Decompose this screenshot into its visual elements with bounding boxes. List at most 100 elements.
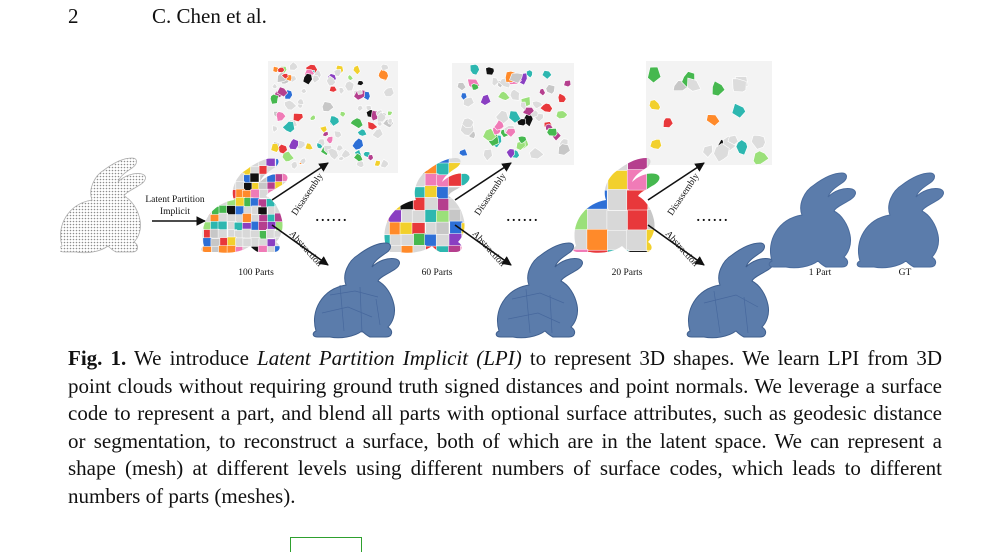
part-fragment bbox=[530, 109, 539, 118]
part-fragment bbox=[555, 110, 569, 120]
part-fragment bbox=[325, 75, 337, 87]
branch-down-label: Abstraction bbox=[663, 229, 700, 269]
segment-cell bbox=[383, 172, 390, 187]
segment-cell bbox=[436, 186, 451, 201]
abstraction-mesh-20 bbox=[686, 242, 774, 339]
part-fragment bbox=[352, 64, 361, 76]
part-fragment bbox=[325, 135, 334, 144]
segment-cell bbox=[260, 253, 269, 262]
segment-cell bbox=[606, 210, 629, 232]
part-fragment bbox=[731, 102, 746, 119]
part-fragment bbox=[497, 90, 511, 101]
part-fragment bbox=[367, 121, 379, 131]
segment-cell bbox=[258, 221, 268, 231]
segment-cell bbox=[412, 173, 427, 187]
segment-cell bbox=[210, 165, 221, 175]
part-fragment bbox=[300, 87, 307, 94]
segment-cell bbox=[436, 174, 450, 189]
segment-cell bbox=[411, 210, 426, 224]
part-fragment bbox=[378, 68, 389, 81]
segment-cell bbox=[234, 172, 245, 183]
segment-cell bbox=[383, 221, 390, 236]
part-fragment bbox=[509, 88, 521, 101]
segment-cell bbox=[217, 229, 228, 239]
part-fragment bbox=[316, 142, 323, 150]
segment-cell bbox=[251, 158, 262, 159]
segment-cell bbox=[218, 212, 229, 223]
part-fragment bbox=[371, 128, 384, 140]
segment-cell bbox=[242, 237, 253, 248]
segment-cell bbox=[250, 253, 259, 262]
part-fragment bbox=[380, 63, 390, 71]
part-fragment bbox=[735, 139, 748, 156]
segment-cell bbox=[282, 214, 288, 224]
segment-cell bbox=[196, 254, 205, 263]
disassembly-panel-100 bbox=[268, 61, 398, 173]
segment-cell bbox=[201, 214, 205, 224]
part-fragment bbox=[376, 111, 387, 123]
ellipsis: ...... bbox=[315, 205, 348, 225]
part-fragment bbox=[508, 110, 522, 124]
segment-cell bbox=[211, 158, 221, 160]
segment-cell bbox=[202, 237, 213, 248]
segment-cell bbox=[211, 182, 221, 193]
segment-cell bbox=[473, 258, 486, 271]
part-fragment bbox=[356, 80, 365, 86]
part-fragment bbox=[357, 89, 363, 95]
part-fragment bbox=[711, 80, 726, 97]
part-fragment bbox=[374, 159, 381, 167]
segment-cell bbox=[202, 246, 212, 253]
segment-cell bbox=[210, 197, 221, 208]
segment-cell bbox=[226, 245, 237, 253]
segment-cell bbox=[460, 173, 470, 187]
segment-cell bbox=[227, 254, 236, 263]
input-arrow-label-line1: Latent Partition bbox=[145, 195, 205, 205]
segment-cell bbox=[235, 197, 245, 207]
part-fragment bbox=[296, 98, 305, 106]
part-fragment bbox=[519, 101, 527, 112]
segment-cell bbox=[627, 209, 649, 232]
caption-method-name: Latent Partition Implicit (LPI) bbox=[257, 346, 522, 370]
segment-cell bbox=[400, 258, 413, 271]
segment-cell bbox=[399, 197, 414, 212]
part-fragment bbox=[272, 125, 278, 133]
part-fragment bbox=[269, 93, 280, 105]
segment-cell bbox=[448, 208, 463, 223]
segment-cell bbox=[242, 158, 253, 159]
segment-cell bbox=[412, 158, 426, 164]
segment-cell bbox=[201, 237, 204, 247]
segment-cell bbox=[275, 253, 284, 262]
part-fragment bbox=[647, 66, 662, 84]
segment-cell bbox=[401, 162, 415, 177]
segment-cell bbox=[227, 158, 238, 160]
running-header: 2 C. Chen et al. bbox=[68, 4, 267, 29]
abstraction-mesh-100 bbox=[312, 242, 400, 339]
segment-cell bbox=[242, 158, 253, 168]
ellipsis: ...... bbox=[506, 205, 539, 225]
part-fragment bbox=[491, 77, 499, 87]
segment-cell bbox=[267, 253, 276, 262]
part-fragment bbox=[333, 130, 343, 139]
segment-cell bbox=[257, 245, 268, 253]
part-fragment bbox=[458, 148, 469, 157]
part-fragment bbox=[281, 120, 295, 134]
segment-cell bbox=[573, 169, 589, 191]
segment-cell bbox=[587, 158, 609, 172]
segment-cell bbox=[218, 245, 228, 253]
segment-cell bbox=[399, 222, 414, 236]
part-fragment bbox=[284, 99, 298, 111]
part-fragment bbox=[383, 87, 395, 97]
part-fragment bbox=[340, 148, 351, 159]
part-fragment bbox=[557, 143, 571, 156]
part-fragment bbox=[270, 143, 280, 153]
part-fragment bbox=[469, 63, 480, 76]
segment-cell bbox=[201, 172, 204, 183]
input-point-cloud-bunny bbox=[60, 157, 146, 254]
part-fragment bbox=[752, 150, 770, 165]
segment-cell bbox=[201, 246, 204, 253]
part-fragment bbox=[277, 66, 285, 73]
segment-cell bbox=[250, 158, 260, 168]
part-fragment bbox=[356, 128, 368, 137]
part-fragment bbox=[545, 84, 556, 95]
segment-cell bbox=[274, 245, 285, 253]
